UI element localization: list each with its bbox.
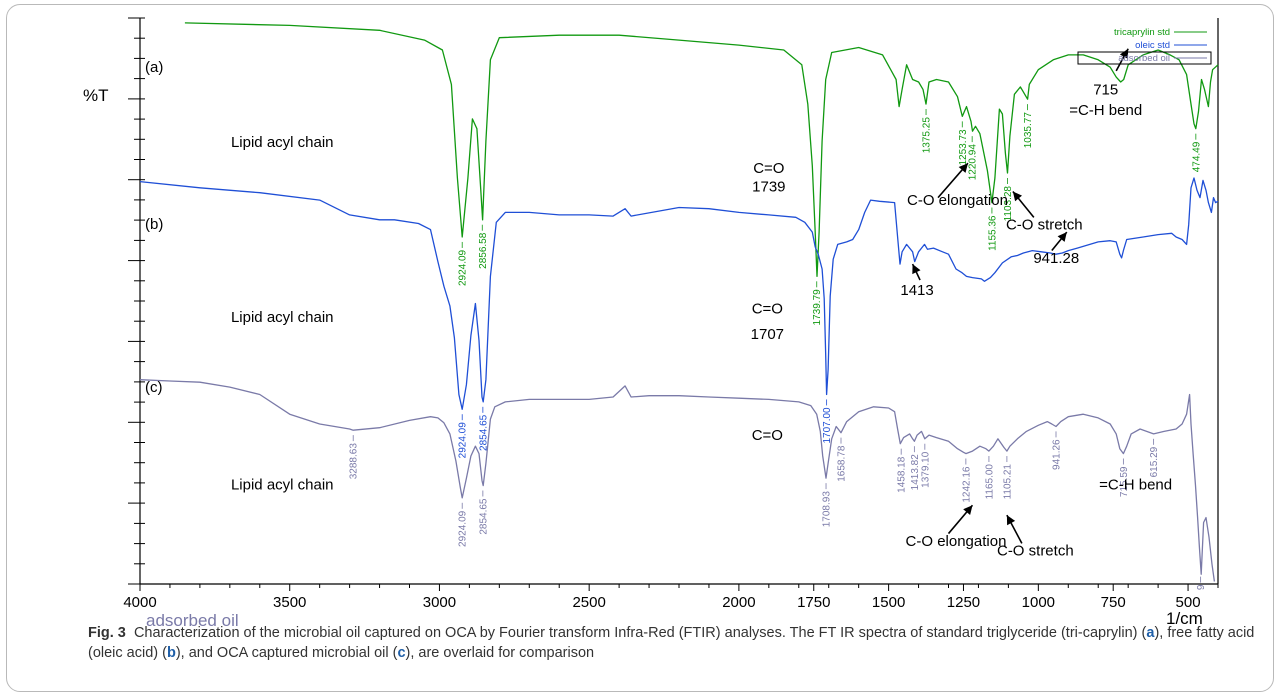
legend: tricaprylin std oleic std adsorbed oil (1077, 27, 1212, 65)
arrow-head (1012, 191, 1022, 202)
annotation-label: 1413 (900, 282, 933, 299)
peak-label: 1220.94 (968, 144, 979, 181)
annotation-label: C-O stretch (1006, 217, 1083, 234)
arrow-head (1006, 515, 1016, 526)
chart-axes: 4000 3500 3000 2500 2000 1750 1500 1250 1000 750 5… (123, 17, 1219, 611)
peak-label: 1379.10 (920, 451, 931, 488)
annotation-label: =C-H bend (1069, 102, 1142, 119)
peak-label: 1105.21 (1002, 464, 1013, 500)
peak-label: 3288.63 (349, 443, 360, 480)
peak-label: 9 (1196, 584, 1207, 590)
caption-bold-b: b (166, 645, 176, 661)
caption-text-1: Characterization of the microbial oil ca… (133, 625, 1147, 641)
legend-label-adsorbed: adsorbed oil (1118, 53, 1170, 64)
series-layer (139, 22, 1219, 582)
annotation-label: Lipid acyl chain (231, 476, 334, 493)
figure-caption: Fig. 3 Characterization of the microbial… (88, 623, 1268, 663)
x-tick-label: 1750 (797, 594, 830, 611)
peak-label: 1035.77 (1023, 112, 1034, 149)
x-tick-label: 2500 (572, 594, 605, 611)
peak-label: 2924.09 (458, 249, 469, 286)
caption-text-2: ), free fatty acid (oleic acid) ( (88, 625, 1255, 661)
peak-label: 1658.78 (837, 445, 848, 482)
peak-label: 1413.82 (910, 454, 921, 491)
y-axis-label: %T (83, 86, 109, 105)
x-tick-label: 1000 (1022, 594, 1055, 611)
annotation-label: 1739 (752, 178, 785, 195)
series-adsorbed-line (139, 379, 1216, 582)
annotation-label: C=O (752, 300, 783, 317)
arrow-head (963, 505, 973, 515)
x-tick-label: 3000 (423, 594, 456, 611)
x-tick-label: 750 (1101, 594, 1126, 611)
peak-label: 615.29 (1149, 446, 1160, 477)
annotation-label: C-O elongation (906, 533, 1007, 550)
peak-label: 1165.00 (984, 464, 995, 500)
peak-labels: 2924.09 2856.58 1739.79 1375.25 1253.731220.… (349, 104, 1207, 590)
caption-figure-number: Fig. 3 (88, 625, 126, 641)
y-ticks (128, 17, 145, 585)
arrow-head (958, 163, 968, 173)
x-tick-label: 1250 (947, 594, 980, 611)
peak-label: 1708.93 (822, 491, 833, 528)
panel-label-a: (a) (145, 59, 163, 76)
caption-text-4: ), are overlaid for comparison (405, 645, 595, 661)
x-tick-label: 500 (1176, 594, 1201, 611)
legend-label-oleic: oleic std (1135, 40, 1170, 51)
annotation-label: C-O elongation (907, 192, 1008, 209)
x-ticks: 4000 3500 3000 2500 2000 1750 1500 1250 1000 750 5… (123, 584, 1219, 611)
peak-label: 1707.00 (822, 407, 833, 444)
caption-bold-a: a (1146, 625, 1155, 641)
caption-text-3: ), and OCA captured microbial oil ( (175, 645, 398, 661)
x-axis-unit-label: 1/cm (1166, 609, 1203, 628)
peak-label: 474.49 (1191, 141, 1202, 172)
annotation-label: 941.28 (1033, 250, 1079, 267)
panel-label-b: (b) (145, 216, 163, 233)
legend-label-tricaprylin: tricaprylin std (1114, 27, 1170, 38)
peak-label: 1242.16 (961, 466, 972, 503)
x-tick-label: 4000 (123, 594, 156, 611)
peak-label: 2924.09 (458, 510, 469, 547)
caption-bold-c: c (397, 645, 406, 661)
annotation-label: 1707 (751, 326, 784, 343)
arrow-head (1119, 48, 1129, 59)
legend-highlight-box (1077, 51, 1212, 65)
peak-label: 2854.65 (478, 498, 489, 535)
annotation-label: C=O (752, 427, 783, 444)
annotation-label: 715 (1093, 81, 1118, 98)
peak-label: 2924.09 (458, 422, 469, 459)
peak-label: 1375.25 (922, 117, 933, 154)
x-tick-label: 3500 (273, 594, 306, 611)
peak-label: 2856.58 (478, 232, 489, 269)
x-tick-label: 1500 (872, 594, 905, 611)
annotation-label: C-O stretch (997, 543, 1074, 560)
peak-label: 1155.36 (987, 215, 998, 251)
annotation-label: C=O (753, 160, 784, 177)
peak-label: 1253.73 (958, 129, 969, 166)
panel-label-c: (c) (145, 379, 163, 396)
annotation-arrows (911, 48, 1129, 544)
x-tick-label: 2000 (722, 594, 755, 611)
peak-label: 1458.18 (897, 456, 908, 493)
annotation-label: Lipid acyl chain (231, 134, 334, 151)
peak-label: 2854.65 (478, 414, 489, 451)
annotation-label: =C-H bend (1099, 476, 1172, 493)
series-oleic-line (139, 177, 1219, 410)
peak-label: 941.26 (1052, 439, 1063, 470)
figure-border (6, 4, 1274, 692)
footer-series-label: adsorbed oil (146, 611, 239, 630)
peak-label: 1103.28 (1003, 186, 1014, 222)
annotation-label: Lipid acyl chain (231, 309, 334, 326)
peak-label: 1739.79 (812, 289, 823, 326)
arrow-head (1057, 232, 1067, 242)
peak-label: 715.59 (1119, 466, 1130, 497)
series-tricaprylin-line (184, 22, 1219, 278)
arrow-head (912, 264, 921, 275)
